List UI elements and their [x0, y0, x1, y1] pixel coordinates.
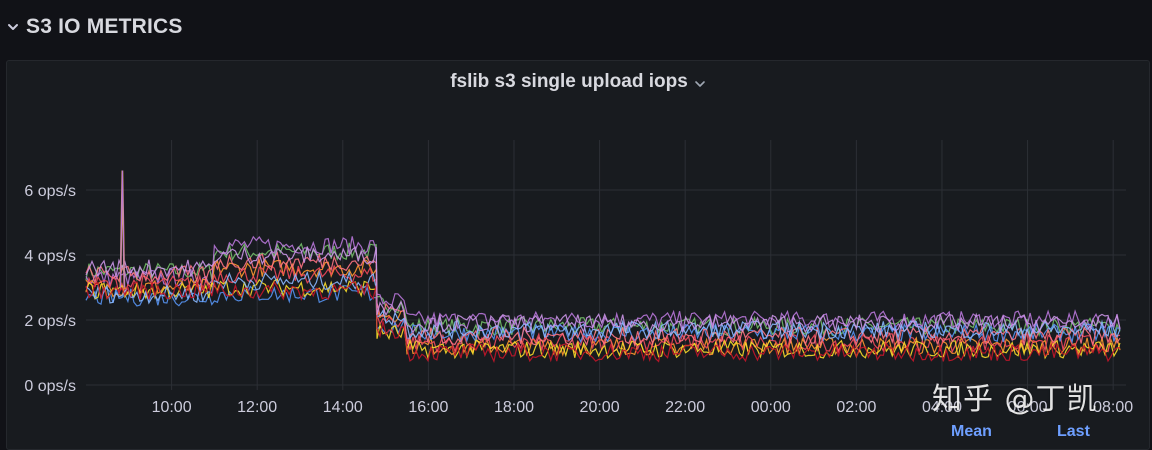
y-tick-label: 6 ops/s	[24, 183, 76, 200]
series-line[interactable]	[85, 269, 1121, 341]
series-spike-overlay[interactable]	[119, 170, 125, 288]
watermark-logo: 知乎 @丁凯	[932, 382, 1098, 417]
series-line[interactable]	[85, 235, 1121, 331]
y-tick-label: 4 ops/s	[24, 248, 76, 265]
x-tick-label: 16:00	[408, 399, 448, 416]
x-tick-label: 14:00	[323, 399, 363, 416]
panel-title[interactable]: fslib s3 single upload iops	[7, 71, 1149, 93]
panel-title-text: fslib s3 single upload iops	[450, 71, 688, 92]
row-title: S3 IO METRICS	[26, 15, 183, 38]
legend-mean-header[interactable]: Mean	[951, 423, 992, 440]
x-tick-label: 18:00	[494, 399, 534, 416]
x-tick-label: 22:00	[665, 399, 705, 416]
y-axis: 0 ops/s 2 ops/s 4 ops/s 6 ops/s	[24, 183, 76, 395]
legend-last-header[interactable]: Last	[1057, 423, 1090, 440]
x-tick-label: 04:00	[922, 399, 962, 416]
series-line[interactable]	[85, 278, 1121, 361]
x-tick-label: 20:00	[580, 399, 620, 416]
series-line[interactable]	[85, 280, 1121, 364]
panel-menu-chevron-icon[interactable]	[694, 78, 706, 90]
x-tick-label: 06:00	[1008, 399, 1048, 416]
x-tick-label: 00:00	[751, 399, 791, 416]
y-tick-label: 2 ops/s	[24, 313, 76, 330]
chart-series	[85, 170, 1121, 364]
chevron-down-icon	[8, 24, 18, 30]
x-tick-label: 02:00	[836, 399, 876, 416]
series-line[interactable]	[85, 251, 1121, 348]
y-tick-label: 0 ops/s	[24, 378, 76, 395]
x-tick-label: 12:00	[237, 399, 277, 416]
series-line[interactable]	[85, 263, 1121, 354]
row-header[interactable]: S3 IO METRICS	[6, 10, 183, 44]
series-line[interactable]	[85, 245, 1121, 335]
x-tick-label: 08:00	[1093, 399, 1133, 416]
x-tick-label: 10:00	[152, 399, 192, 416]
x-axis: 10:00 12:00 14:00 16:00 18:00 20:00 22:00 00:00…	[152, 399, 1134, 416]
